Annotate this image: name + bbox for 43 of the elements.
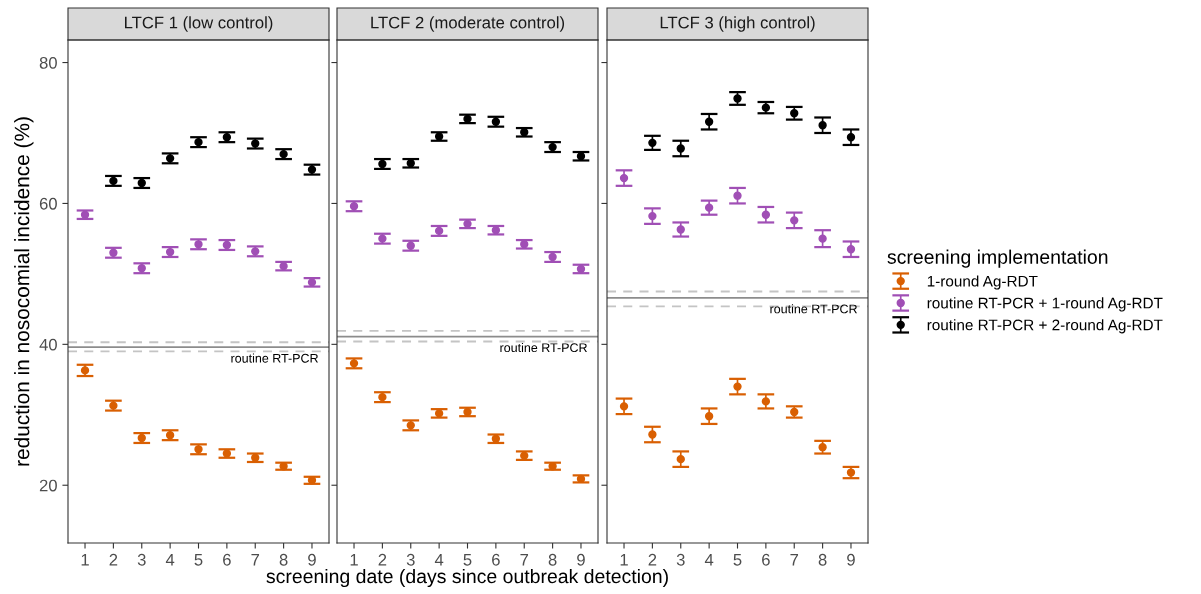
legend-label: routine RT-PCR + 2-round Ag-RDT	[927, 319, 1163, 334]
x-tick-label: 1	[350, 554, 358, 566]
x-tick-label: 8	[279, 553, 288, 566]
x-tick-label: 1	[81, 554, 89, 566]
x-tick-label: 8	[548, 553, 557, 566]
chart-title: LTCF 1 (low control)	[125, 16, 273, 32]
x-tick-label: 4	[704, 554, 714, 566]
x-tick-label: 4	[434, 554, 444, 566]
x-tick-label: 6	[492, 553, 500, 566]
x-tick-label: 7	[520, 554, 529, 566]
legend-label: 1-round Ag-RDT	[927, 275, 1038, 290]
x-tick-label: 5	[194, 554, 203, 566]
x-axis-title: screening date (days since outbreak detection)	[266, 568, 668, 588]
y-axis-title: reduction in nosocomial incidence (%)	[14, 117, 34, 466]
ref-line-label: routine RT-PCR	[770, 304, 857, 314]
x-tick-label: 8	[818, 553, 827, 566]
x-tick-label: 7	[790, 554, 799, 566]
y-tick-label: 20	[39, 479, 57, 492]
x-tick-label: 9	[577, 553, 585, 566]
chart-title: LTCF 2 (moderate control)	[371, 16, 565, 32]
legend-title: screening implementation	[887, 249, 1108, 268]
y-tick-label: 40	[39, 338, 57, 351]
y-tick-label: 60	[39, 197, 57, 210]
x-tick-label: 6	[223, 553, 231, 566]
ref-line-label: routine RT-PCR	[231, 353, 318, 363]
y-tick-label: 80	[39, 56, 57, 69]
x-tick-label: 3	[676, 553, 685, 566]
x-tick-label: 5	[463, 554, 472, 566]
x-tick-label: 9	[308, 553, 316, 566]
legend-label: routine RT-PCR + 1-round Ag-RDT	[927, 297, 1163, 312]
x-tick-label: 4	[165, 554, 175, 566]
x-tick-label: 2	[648, 553, 657, 566]
x-tick-label: 3	[406, 553, 415, 566]
x-tick-label: 2	[378, 553, 387, 566]
x-tick-label: 7	[251, 554, 260, 566]
x-tick-label: 5	[733, 554, 742, 566]
x-tick-label: 1	[620, 554, 628, 566]
x-tick-label: 6	[762, 553, 770, 566]
x-tick-label: 9	[847, 553, 855, 566]
ref-line-label: routine RT-PCR	[500, 342, 587, 353]
x-tick-label: 2	[109, 553, 118, 566]
x-tick-label: 3	[137, 553, 146, 566]
chart-title: LTCF 3 (high control)	[660, 16, 815, 32]
